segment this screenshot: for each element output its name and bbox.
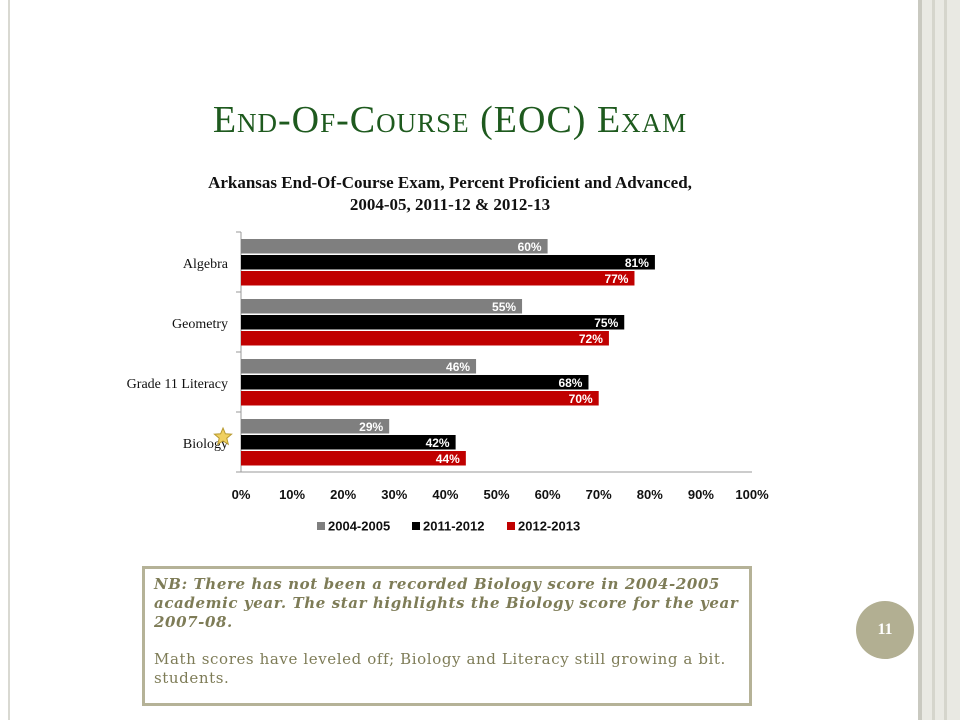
bar-biology-2012-2013 xyxy=(241,451,466,466)
data-label-algebra-2004-2005: 60% xyxy=(518,240,542,254)
bar-grade-11-literacy-2004-2005 xyxy=(241,359,477,374)
star-icon xyxy=(213,426,233,446)
slide-title: End-Of-Course (EOC) Exam xyxy=(212,99,688,141)
slide-side-panel xyxy=(918,0,960,720)
page-number-badge: 11 xyxy=(856,601,914,659)
chart-title-line-1: Arkansas End-Of-Course Exam, Percent Pro… xyxy=(208,173,692,192)
category-label-algebra: Algebra xyxy=(183,257,229,272)
bar-biology-2011-2012 xyxy=(241,435,456,450)
bar-biology-2004-2005 xyxy=(241,419,390,434)
x-tick-label: 100% xyxy=(735,487,769,502)
slide-border-left xyxy=(8,0,10,720)
x-tick-label: 90% xyxy=(688,487,714,502)
bar-grade-11-literacy-2012-2013 xyxy=(241,391,599,406)
legend-swatch-2012-2013 xyxy=(507,522,515,530)
bar-geometry-2011-2012 xyxy=(241,315,625,330)
chart-title-line-2: 2004-05, 2011-12 & 2012-13 xyxy=(349,195,551,214)
data-label-biology-2012-2013: 44% xyxy=(436,452,460,466)
category-label-biology: Biology xyxy=(183,437,228,452)
chart-title: Arkansas End-Of-Course Exam, Percent Pro… xyxy=(120,172,780,216)
data-label-biology-2011-2012: 42% xyxy=(426,436,450,450)
data-label-biology-2004-2005: 29% xyxy=(359,420,383,434)
data-label-grade-11-literacy-2011-2012: 68% xyxy=(558,376,582,390)
note-emphasis: NB: There has not been a recorded Biolog… xyxy=(154,575,739,631)
x-tick-label: 70% xyxy=(586,487,612,502)
legend-label-2012-2013: 2012-2013 xyxy=(518,519,580,534)
note-body: Math scores have leveled off; Biology an… xyxy=(154,650,726,687)
x-tick-label: 50% xyxy=(483,487,509,502)
x-tick-label: 10% xyxy=(279,487,305,502)
bar-grade-11-literacy-2011-2012 xyxy=(241,375,589,390)
category-label-grade-11-literacy: Grade 11 Literacy xyxy=(127,377,228,392)
bar-algebra-2012-2013 xyxy=(241,271,635,286)
bar-algebra-2011-2012 xyxy=(241,255,655,270)
x-tick-label: 30% xyxy=(381,487,407,502)
bar-geometry-2012-2013 xyxy=(241,331,609,346)
note-box: NB: There has not been a recorded Biolog… xyxy=(142,566,752,706)
bar-algebra-2004-2005 xyxy=(241,239,548,254)
bar-geometry-2004-2005 xyxy=(241,299,523,314)
data-label-grade-11-literacy-2012-2013: 70% xyxy=(569,392,593,406)
x-tick-label: 0% xyxy=(232,487,251,502)
legend-label-2004-2005: 2004-2005 xyxy=(328,519,390,534)
x-tick-label: 60% xyxy=(535,487,561,502)
legend-swatch-2004-2005 xyxy=(317,522,325,530)
data-label-grade-11-literacy-2004-2005: 46% xyxy=(446,360,470,374)
data-label-geometry-2011-2012: 75% xyxy=(594,316,618,330)
data-label-geometry-2012-2013: 72% xyxy=(579,332,603,346)
x-tick-label: 40% xyxy=(432,487,458,502)
data-label-algebra-2012-2013: 77% xyxy=(604,272,628,286)
data-label-algebra-2011-2012: 81% xyxy=(625,256,649,270)
x-tick-label: 80% xyxy=(637,487,663,502)
x-tick-label: 20% xyxy=(330,487,356,502)
category-label-geometry: Geometry xyxy=(172,317,228,332)
data-label-geometry-2004-2005: 55% xyxy=(492,300,516,314)
legend-label-2011-2012: 2011-2012 xyxy=(423,519,484,534)
legend-swatch-2011-2012 xyxy=(412,522,420,530)
